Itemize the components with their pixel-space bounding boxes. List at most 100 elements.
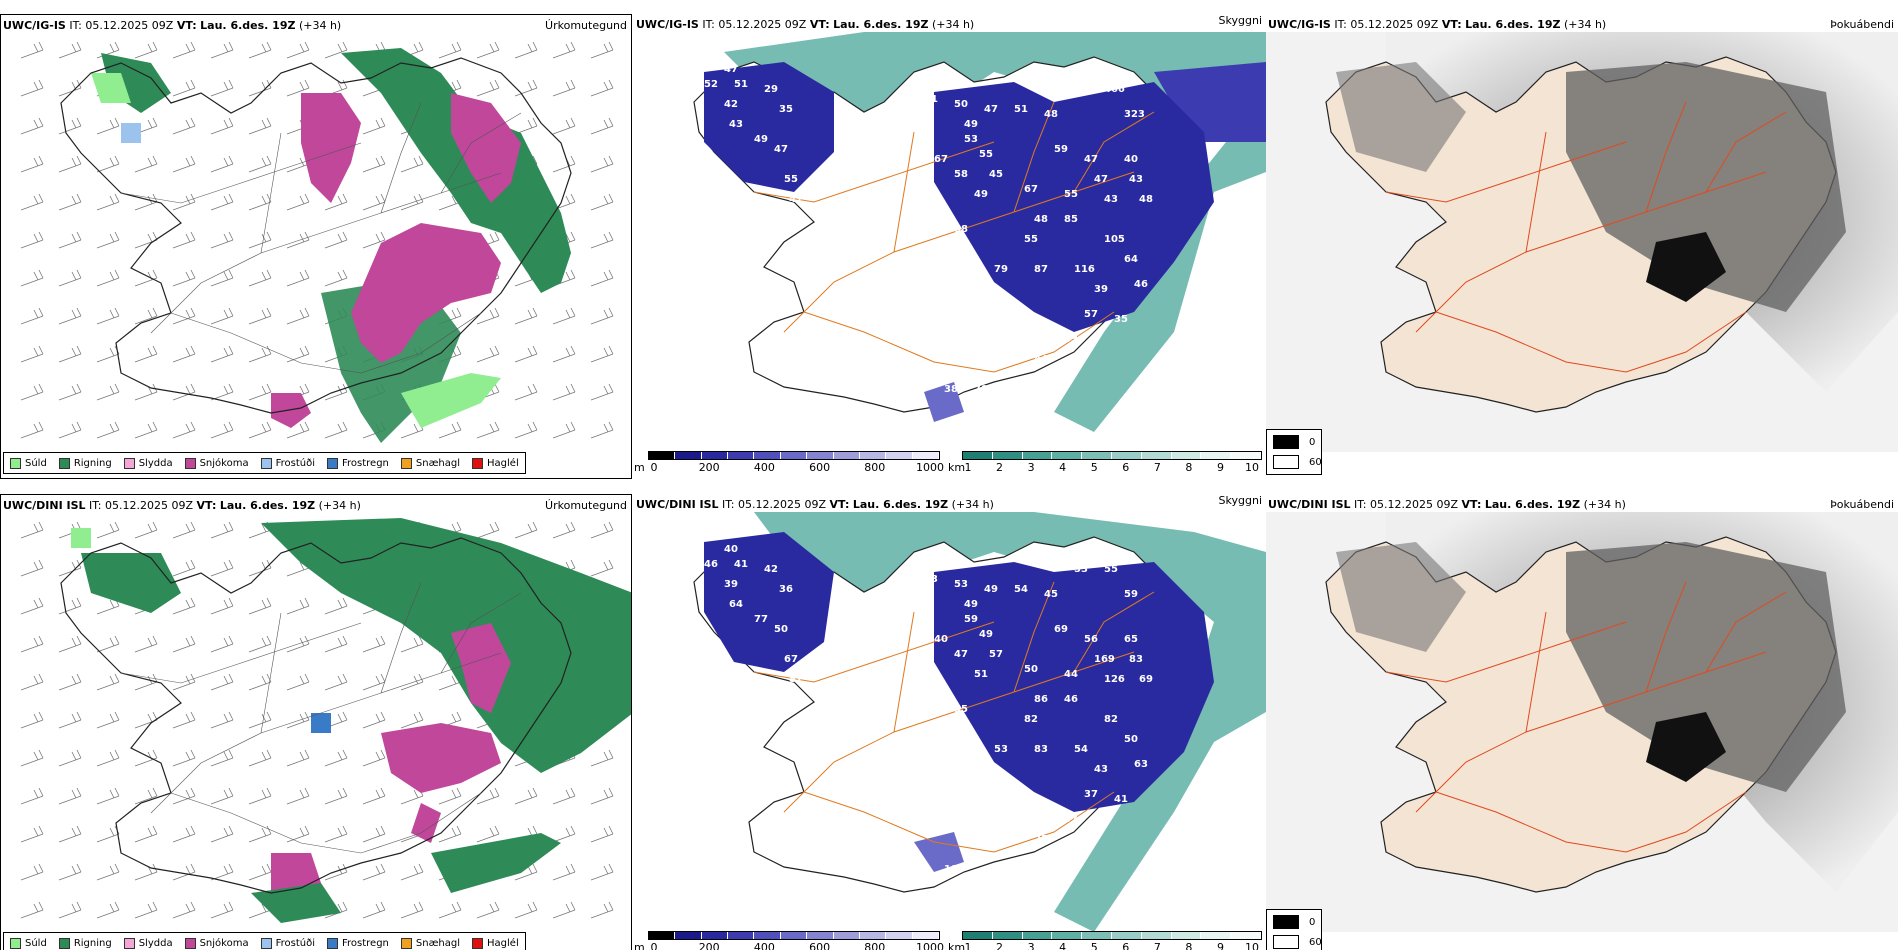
- legend-label: Snjókoma: [199, 457, 249, 469]
- wind-barb: [552, 421, 576, 439]
- wind-barb: [324, 41, 348, 59]
- elevation-label: 47: [789, 194, 803, 205]
- legend-swatch: [58, 937, 70, 949]
- elevation-label: 53: [954, 579, 968, 590]
- fog-legend-row: 0: [1273, 915, 1315, 929]
- elevation-label: 43: [1129, 174, 1143, 185]
- precip-map: [20, 41, 614, 443]
- colorbar-segment: [912, 452, 939, 459]
- colorbar-segment: [807, 452, 834, 459]
- wind-barb: [172, 749, 196, 767]
- elevation-label: 40: [724, 544, 738, 555]
- panel-header: UWC/IG-IS IT: 05.12.2025 09Z VT: Lau. 6.…: [3, 19, 627, 32]
- lead-time: (+34 h): [298, 19, 342, 32]
- panel-header: UWC/IG-IS IT: 05.12.2025 09Z VT: Lau. 6.…: [1268, 18, 1894, 31]
- elevation-label: 55: [1064, 189, 1078, 200]
- roads: [120, 582, 522, 854]
- visibility-panel-bottom: UWC/DINI ISL IT: 05.12.2025 09Z VT: Lau.…: [634, 494, 1266, 950]
- legend-label: Frostúði: [275, 457, 315, 469]
- road-line: [380, 582, 422, 694]
- lead-time: (+34 h): [931, 18, 975, 31]
- wind-barb: [20, 79, 44, 97]
- colorbar-tick: 400: [753, 941, 775, 950]
- wind-barb: [552, 307, 576, 325]
- wind-barb: [248, 117, 272, 135]
- wind-barb: [134, 345, 158, 363]
- wind-barb: [476, 521, 500, 539]
- wind-barb: [476, 345, 500, 363]
- roads: [753, 101, 1155, 373]
- elevation-label: 37: [1064, 814, 1078, 825]
- wind-barb: [552, 825, 576, 843]
- wind-barb: [248, 421, 272, 439]
- legend-swatch: [58, 457, 70, 469]
- wind-barb: [438, 787, 462, 805]
- wind-barb: [552, 383, 576, 401]
- panel-title: Þokuábendi: [1830, 498, 1894, 511]
- wind-barb: [324, 673, 348, 691]
- elevation-label: 55: [979, 149, 993, 160]
- elevation-label: 79: [994, 264, 1008, 275]
- wind-barb: [134, 673, 158, 691]
- wind-barb: [552, 155, 576, 173]
- elevation-label: 59: [1124, 589, 1138, 600]
- colorbar-segment: [675, 452, 702, 459]
- elevation-label: 67: [784, 654, 798, 665]
- wind-barb: [20, 231, 44, 249]
- precip-type-panel-top: UWC/IG-IS IT: 05.12.2025 09Z VT: Lau. 6.…: [0, 14, 632, 479]
- elevation-label: 49: [964, 599, 978, 610]
- panel-title: Skyggni: [1218, 14, 1262, 27]
- wind-barb: [324, 863, 348, 881]
- road-line: [1435, 791, 1747, 853]
- colorbar-tick: 3: [1027, 941, 1035, 950]
- wind-barb: [20, 345, 44, 363]
- wind-barb: [400, 711, 424, 729]
- colorbar-unit: m: [634, 941, 645, 950]
- init-time: 05.12.2025 09Z: [718, 18, 807, 31]
- wind-barb: [514, 41, 538, 59]
- precip-map: [20, 518, 631, 923]
- wind-barb: [210, 673, 234, 691]
- model-name: UWC/DINI ISL: [1268, 498, 1351, 511]
- fog-legend-row: 60: [1273, 455, 1322, 469]
- colorbar-tick: 10: [1245, 941, 1259, 950]
- valid-time: Lau. 6.des. 19Z: [852, 498, 949, 511]
- elevation-label: 466: [1104, 84, 1125, 95]
- wind-barb: [58, 383, 82, 401]
- wind-barb: [324, 635, 348, 653]
- init-time: 05.12.2025 09Z: [1350, 18, 1439, 31]
- colorbar-tick: 4: [1059, 941, 1067, 950]
- elevation-label: 88: [954, 224, 968, 235]
- wind-barb: [96, 41, 120, 59]
- colorbar-segment: [1052, 452, 1083, 459]
- legend-entry: Haglél: [472, 457, 519, 469]
- wind-barb: [58, 901, 82, 919]
- wind-barb: [400, 193, 424, 211]
- legend-entry: Slydda: [123, 937, 173, 949]
- legend-entry: Snæhagl: [400, 937, 460, 949]
- colorbar-segment: [859, 932, 887, 939]
- wind-barb: [514, 383, 538, 401]
- road-line: [1705, 591, 1787, 673]
- road-line: [1645, 101, 1687, 213]
- road-line: [120, 142, 362, 204]
- legend-entry: Snjókoma: [184, 937, 249, 949]
- wind-barb: [248, 787, 272, 805]
- road-line: [1073, 591, 1155, 673]
- wind-barb: [476, 41, 500, 59]
- wind-barb: [134, 421, 158, 439]
- road-line: [1525, 611, 1547, 733]
- elevation-label: 44: [1064, 669, 1078, 680]
- iceland-outline: [60, 537, 572, 894]
- wind-barb: [172, 193, 196, 211]
- legend-entry: Snjókoma: [184, 457, 249, 469]
- legend-entry: Rigning: [58, 457, 112, 469]
- elevation-label: 38: [944, 384, 958, 395]
- legend-swatch: [123, 937, 135, 949]
- wind-barb: [210, 787, 234, 805]
- wind-barb: [438, 825, 462, 843]
- elevation-label: 89: [1004, 389, 1018, 400]
- elevation-label: 47: [954, 649, 968, 660]
- legend-label: Rigning: [73, 937, 112, 949]
